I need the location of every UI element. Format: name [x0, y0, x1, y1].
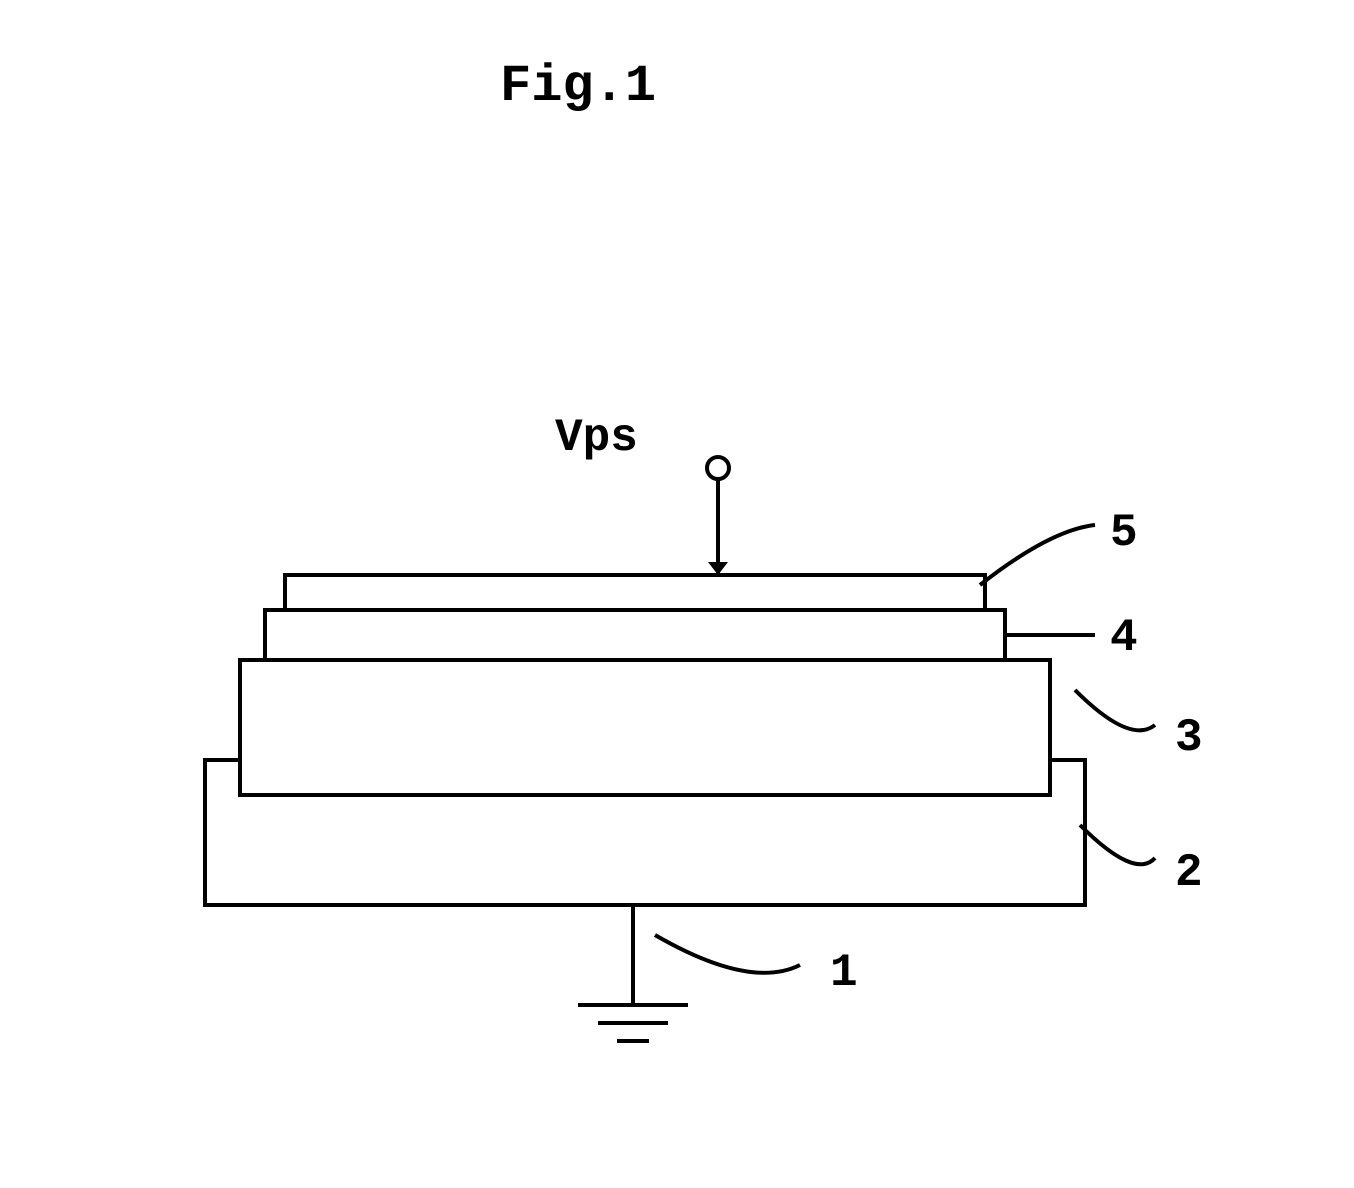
label-2: 2 — [1175, 847, 1203, 899]
layer-5 — [285, 575, 985, 610]
label-1: 1 — [830, 947, 858, 999]
figure-title: Fig.1 — [500, 57, 656, 116]
layer-3 — [240, 660, 1050, 795]
label-5: 5 — [1110, 507, 1138, 559]
ground-symbol — [578, 905, 688, 1041]
label-4: 4 — [1110, 612, 1138, 664]
top-terminal — [707, 457, 729, 575]
label-3: 3 — [1175, 712, 1203, 764]
voltage-label: Vps — [555, 412, 638, 464]
leader-2 — [1080, 825, 1155, 864]
layer-4 — [265, 610, 1005, 660]
leader-5 — [980, 525, 1095, 585]
leader-3 — [1075, 690, 1155, 730]
leader-1 — [655, 935, 800, 973]
figure-diagram: Fig.1 Vps 5 4 3 2 1 — [0, 0, 1354, 1188]
